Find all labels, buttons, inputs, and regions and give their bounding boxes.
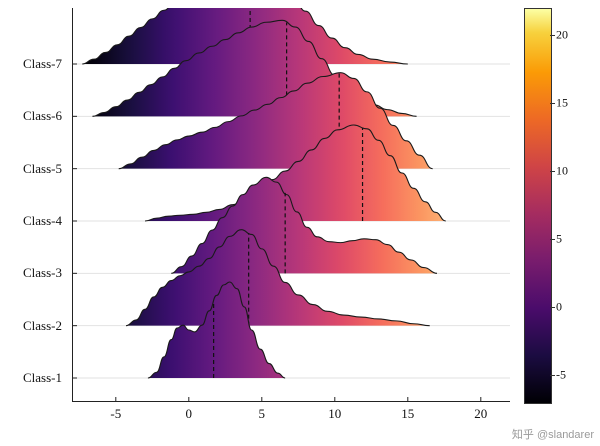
y-axis-tick-label: Class-5: [23, 160, 62, 176]
colorbar-tick: [550, 306, 555, 308]
ridge-outline: [171, 176, 438, 274]
colorbar-tick-label: 20: [556, 27, 568, 42]
colorbar-tick: [550, 171, 555, 173]
colorbar-tick: [550, 35, 555, 37]
colorbar-tick-label: 0: [556, 299, 562, 314]
colorbar: [524, 8, 552, 404]
y-axis-tick-label: Class-7: [23, 56, 62, 71]
x-axis-tick-label: 5: [258, 406, 266, 421]
colorbar-tick-label: -5: [556, 367, 566, 382]
y-axis-labels: Class-1 Class-2 Class-3 Class-4 Class-5 Class…: [0, 8, 68, 402]
ridgeline-svg: [72, 8, 510, 402]
ridge-outline: [125, 229, 430, 327]
x-axis-tick-label: 20: [474, 406, 488, 421]
x-axis-tick-label: 15: [401, 406, 415, 421]
watermark: 知乎 @slandarer: [511, 429, 594, 441]
x-axis-labels: -5 0 5 10 15 20: [72, 406, 510, 426]
y-axis-tick-label: Class-3: [23, 265, 62, 281]
colorbar-tick-label: 10: [556, 163, 568, 178]
ridge-area: [147, 282, 286, 378]
ridge-area: [145, 125, 446, 221]
y-axis-tick-label: Class-1: [23, 370, 62, 385]
ridge-area: [126, 229, 430, 326]
ridge-outline: [118, 72, 433, 170]
ridge-outline: [144, 124, 446, 222]
ridge-outline: [82, 8, 408, 65]
x-axis-tick-label: -5: [110, 406, 122, 421]
y-axis-tick-label: Class-2: [23, 317, 62, 333]
colorbar-tick: [550, 238, 555, 240]
colorbar-tick-label: 15: [556, 95, 568, 110]
x-axis-tick-label: 0: [185, 406, 193, 421]
x-axis-tick-label: 10: [328, 406, 342, 421]
y-axis-tick-label: Class-6: [23, 108, 62, 124]
colorbar-tick-label: 5: [556, 231, 562, 246]
plot-area: [72, 8, 510, 402]
colorbar-tick: [550, 374, 555, 376]
ridge-outline: [147, 281, 286, 379]
colorbar-tick: [550, 103, 555, 105]
y-axis-tick-label: Class-4: [23, 213, 62, 228]
